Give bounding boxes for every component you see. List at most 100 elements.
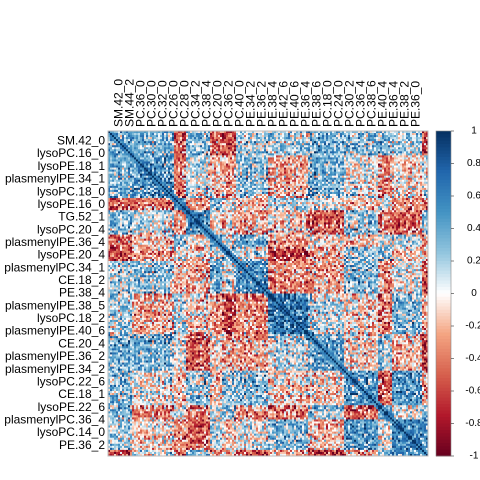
heatmap-cell: [300, 176, 302, 178]
heatmap-cell: [142, 149, 144, 151]
heatmap-cell: [126, 176, 128, 178]
heatmap-cell: [122, 188, 124, 190]
heatmap-cell: [232, 141, 234, 143]
heatmap-cell: [182, 190, 184, 192]
heatmap-cell: [276, 149, 278, 151]
heatmap-cell: [150, 149, 152, 151]
heatmap-cell: [380, 188, 382, 190]
heatmap-cell: [422, 155, 424, 157]
heatmap-cell: [332, 182, 334, 184]
heatmap-cell: [244, 178, 246, 180]
heatmap-cell: [170, 157, 172, 159]
heatmap-cell: [372, 188, 374, 190]
heatmap-cell: [250, 141, 252, 143]
heatmap-cell: [112, 157, 114, 159]
heatmap-cell: [112, 139, 114, 141]
heatmap-cell: [180, 190, 182, 192]
heatmap-cell: [242, 155, 244, 157]
heatmap-cell: [144, 159, 146, 161]
heatmap-cell: [264, 157, 266, 159]
heatmap-cell: [230, 164, 232, 166]
heatmap-cell: [266, 137, 268, 139]
heatmap-cell: [118, 155, 120, 157]
heatmap-cell: [196, 174, 198, 176]
heatmap-cell: [318, 159, 320, 161]
heatmap-cell: [190, 172, 192, 174]
heatmap-cell: [386, 149, 388, 151]
heatmap-cell: [418, 139, 420, 141]
heatmap-cell: [170, 182, 172, 184]
heatmap-cell: [156, 145, 158, 147]
heatmap-cell: [300, 153, 302, 155]
heatmap-cell: [414, 153, 416, 155]
heatmap-cell: [158, 135, 160, 137]
heatmap-cell: [304, 164, 306, 166]
heatmap-cell: [194, 145, 196, 147]
heatmap-cell: [348, 137, 350, 139]
heatmap-cell: [126, 190, 128, 192]
heatmap-cell: [354, 188, 356, 190]
heatmap-cell: [400, 147, 402, 149]
heatmap-cell: [194, 176, 196, 178]
heatmap-cell: [294, 178, 296, 180]
heatmap-cell: [160, 178, 162, 180]
heatmap-cell: [144, 194, 146, 196]
heatmap-cell: [186, 145, 188, 147]
heatmap-cell: [382, 164, 384, 166]
heatmap-cell: [212, 166, 214, 168]
heatmap-cell: [290, 149, 292, 151]
heatmap-cell: [292, 186, 294, 188]
heatmap-cell: [386, 168, 388, 170]
heatmap-cell: [120, 153, 122, 155]
heatmap-cell: [124, 157, 126, 159]
heatmap-cell: [260, 178, 262, 180]
heatmap-cell: [410, 170, 412, 172]
heatmap-cell: [184, 190, 186, 192]
heatmap-cell: [316, 188, 318, 190]
heatmap-cell: [134, 137, 136, 139]
heatmap-cell: [156, 149, 158, 151]
heatmap-cell: [282, 182, 284, 184]
heatmap-cell: [110, 174, 112, 176]
heatmap-cell: [346, 174, 348, 176]
heatmap-cell: [318, 153, 320, 155]
heatmap-cell: [276, 164, 278, 166]
heatmap-cell: [314, 141, 316, 143]
heatmap-cell: [402, 164, 404, 166]
heatmap-cell: [222, 145, 224, 147]
heatmap-cell: [236, 155, 238, 157]
heatmap-cell: [244, 190, 246, 192]
heatmap-cell: [140, 188, 142, 190]
heatmap-cell: [114, 166, 116, 168]
heatmap-cell: [292, 170, 294, 172]
heatmap-cell: [182, 161, 184, 163]
heatmap-cell: [224, 164, 226, 166]
heatmap-cell: [420, 151, 422, 153]
heatmap-cell: [294, 168, 296, 170]
heatmap-cell: [258, 137, 260, 139]
heatmap-cell: [154, 174, 156, 176]
heatmap-cell: [340, 186, 342, 188]
heatmap-cell: [134, 192, 136, 194]
heatmap-cell: [334, 188, 336, 190]
heatmap-cell: [168, 190, 170, 192]
heatmap-cell: [172, 164, 174, 166]
heatmap-cell: [150, 170, 152, 172]
heatmap-cell: [300, 190, 302, 192]
heatmap-cell: [240, 172, 242, 174]
heatmap-cell: [158, 147, 160, 149]
heatmap-cell: [122, 184, 124, 186]
heatmap-cell: [262, 192, 264, 194]
heatmap-cell: [166, 149, 168, 151]
heatmap-cell: [270, 141, 272, 143]
heatmap-cell: [210, 161, 212, 163]
heatmap-cell: [246, 178, 248, 180]
heatmap-cell: [418, 192, 420, 194]
heatmap-cell: [280, 141, 282, 143]
heatmap-cell: [232, 135, 234, 137]
heatmap-cell: [336, 186, 338, 188]
heatmap-cell: [412, 182, 414, 184]
heatmap-cell: [214, 166, 216, 168]
heatmap-cell: [328, 192, 330, 194]
heatmap-cell: [292, 159, 294, 161]
